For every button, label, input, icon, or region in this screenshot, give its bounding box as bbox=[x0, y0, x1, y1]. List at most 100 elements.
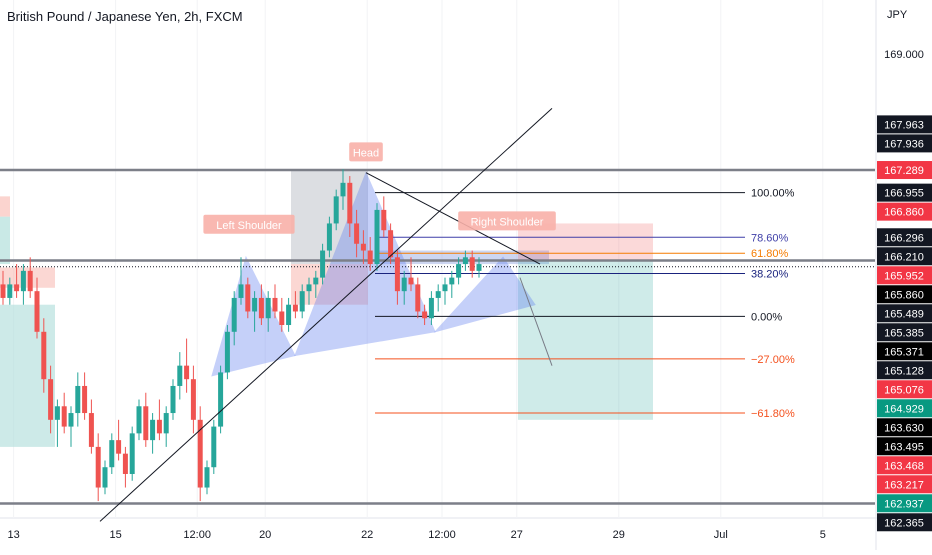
candle[interactable] bbox=[7, 284, 13, 298]
candle[interactable] bbox=[197, 419, 203, 488]
candle[interactable] bbox=[61, 406, 67, 427]
candle[interactable] bbox=[374, 209, 380, 265]
price-tick-label: 167.289 bbox=[884, 165, 924, 177]
candle[interactable] bbox=[116, 440, 122, 454]
candle[interactable] bbox=[258, 297, 264, 319]
candle[interactable] bbox=[469, 257, 475, 271]
candle[interactable] bbox=[102, 467, 108, 488]
time-tick-label: 27 bbox=[511, 529, 523, 541]
candle[interactable] bbox=[394, 257, 400, 292]
candle[interactable] bbox=[48, 379, 54, 420]
fib-level-label: 100.00% bbox=[751, 188, 795, 200]
candle[interactable] bbox=[27, 270, 33, 292]
price-label-bg bbox=[877, 134, 932, 153]
candle[interactable] bbox=[286, 304, 292, 326]
fib-level-label: 0.00% bbox=[751, 311, 782, 323]
candle[interactable] bbox=[428, 297, 434, 319]
candle[interactable] bbox=[449, 277, 455, 285]
trend-line[interactable] bbox=[99, 107, 553, 522]
candle[interactable] bbox=[218, 372, 224, 427]
candle[interactable] bbox=[82, 385, 88, 414]
candle[interactable] bbox=[190, 379, 196, 420]
candle[interactable] bbox=[435, 291, 441, 298]
price-tick-label: 167.936 bbox=[884, 138, 924, 150]
candle[interactable] bbox=[381, 209, 387, 231]
candle[interactable] bbox=[422, 311, 428, 319]
candle[interactable] bbox=[150, 419, 156, 441]
pattern-label-bg bbox=[203, 214, 295, 234]
candle[interactable] bbox=[279, 311, 285, 326]
candle[interactable] bbox=[41, 331, 47, 380]
candle[interactable] bbox=[245, 284, 251, 312]
price-label-bg bbox=[877, 475, 932, 494]
candle[interactable] bbox=[88, 413, 94, 447]
candle[interactable] bbox=[252, 297, 258, 312]
candle[interactable] bbox=[388, 230, 394, 258]
candle[interactable] bbox=[415, 284, 421, 312]
candle[interactable] bbox=[129, 433, 135, 474]
pattern-triangle[interactable] bbox=[433, 256, 536, 333]
candle[interactable] bbox=[0, 284, 6, 298]
time-tick-label: 5 bbox=[820, 529, 826, 541]
position-target-zone[interactable] bbox=[518, 260, 653, 420]
price-tick-label: 165.860 bbox=[884, 289, 924, 301]
candle[interactable] bbox=[354, 223, 360, 244]
candle[interactable] bbox=[476, 264, 482, 271]
candle[interactable] bbox=[360, 243, 366, 251]
candle[interactable] bbox=[122, 453, 128, 474]
pattern-triangle[interactable] bbox=[294, 171, 436, 357]
candle[interactable] bbox=[401, 277, 407, 292]
candle[interactable] bbox=[163, 413, 169, 434]
candle[interactable] bbox=[462, 257, 468, 265]
price-tick-label: 166.296 bbox=[884, 232, 924, 244]
pattern-label: Head bbox=[353, 147, 379, 159]
candle[interactable] bbox=[184, 365, 190, 380]
candle[interactable] bbox=[272, 297, 278, 312]
candle[interactable] bbox=[347, 182, 353, 224]
candle[interactable] bbox=[367, 250, 373, 265]
fib-level-label: 61.80% bbox=[751, 248, 789, 260]
candle[interactable] bbox=[333, 196, 339, 224]
candle[interactable] bbox=[299, 291, 305, 312]
price-tick-label: 165.952 bbox=[884, 270, 924, 282]
candle[interactable] bbox=[68, 413, 74, 427]
candle[interactable] bbox=[170, 385, 176, 414]
candle[interactable] bbox=[20, 270, 26, 292]
candle[interactable] bbox=[54, 406, 60, 420]
candle[interactable] bbox=[306, 284, 312, 292]
projection-line[interactable] bbox=[519, 277, 553, 366]
candle[interactable] bbox=[313, 277, 319, 285]
candle[interactable] bbox=[408, 277, 414, 285]
candle[interactable] bbox=[177, 365, 183, 386]
price-tick-label: 162.937 bbox=[884, 498, 924, 510]
candle[interactable] bbox=[340, 182, 346, 197]
candle[interactable] bbox=[442, 284, 448, 292]
candle[interactable] bbox=[156, 419, 162, 434]
candle[interactable] bbox=[238, 284, 244, 298]
candle[interactable] bbox=[292, 304, 298, 312]
price-label-bg bbox=[877, 361, 932, 380]
candle[interactable] bbox=[326, 223, 332, 251]
price-label-bg bbox=[877, 161, 932, 180]
candle[interactable] bbox=[265, 297, 271, 319]
candle[interactable] bbox=[231, 297, 237, 332]
candle[interactable] bbox=[204, 467, 210, 488]
candle[interactable] bbox=[224, 331, 230, 373]
candle[interactable] bbox=[75, 385, 81, 414]
candle[interactable] bbox=[211, 426, 217, 468]
price-tick-label: 169.000 bbox=[884, 49, 924, 61]
candle[interactable] bbox=[34, 291, 40, 332]
price-label-bg bbox=[877, 202, 932, 221]
pattern-label-bg bbox=[349, 142, 383, 162]
candle[interactable] bbox=[14, 284, 20, 292]
candle[interactable] bbox=[143, 406, 149, 441]
candle[interactable] bbox=[320, 250, 326, 278]
candle[interactable] bbox=[95, 446, 101, 488]
candle[interactable] bbox=[109, 440, 115, 468]
trend-line-2[interactable] bbox=[365, 172, 541, 265]
candle[interactable] bbox=[136, 406, 142, 434]
candle[interactable] bbox=[456, 264, 462, 278]
price-label-bg bbox=[877, 115, 932, 134]
